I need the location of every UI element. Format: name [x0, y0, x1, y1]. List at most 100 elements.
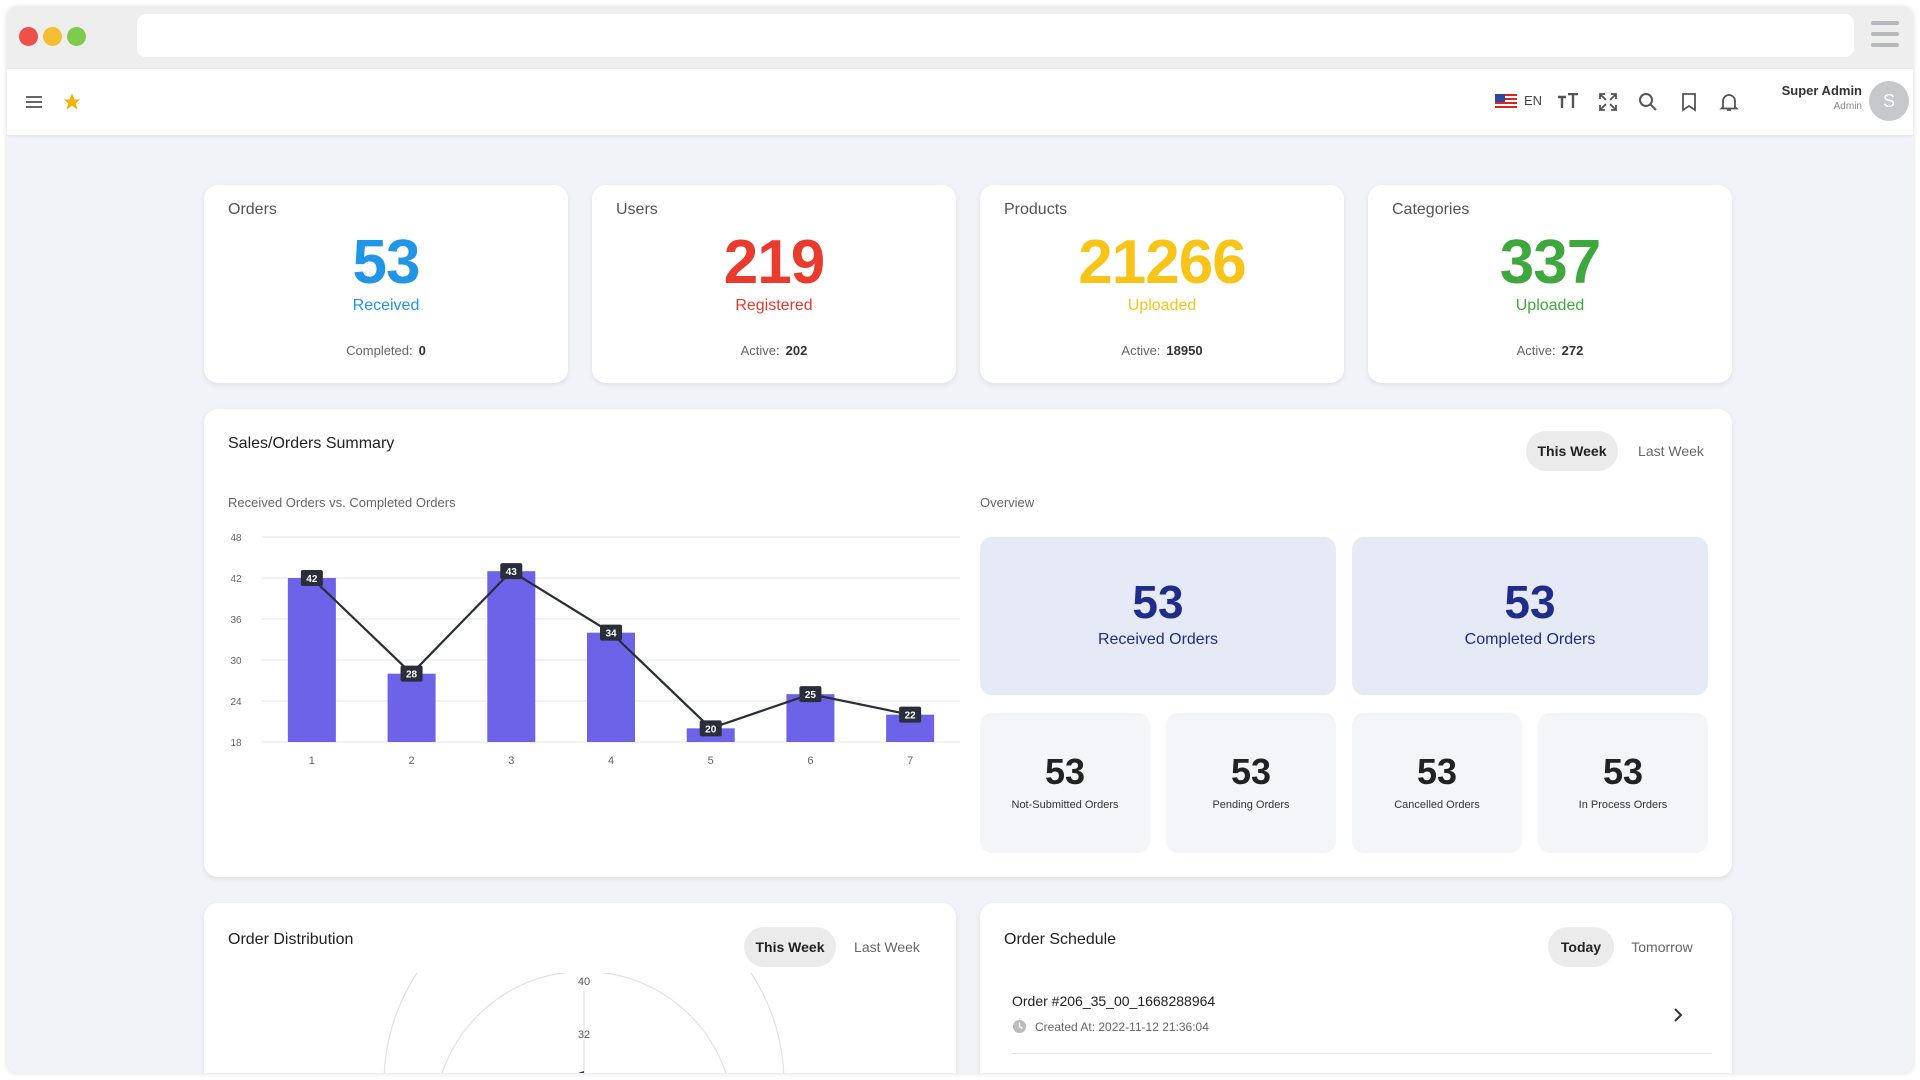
cancelled-orders-value: 53: [1416, 751, 1458, 792]
divider: [1012, 1053, 1712, 1054]
received-orders-value: 53: [1132, 576, 1184, 628]
sales-summary-title: Sales/Orders Summary: [228, 435, 395, 452]
data-label-box: [799, 686, 822, 703]
bar: [387, 673, 436, 742]
stat-footer: Active: 202: [592, 343, 956, 358]
fullscreen-icon[interactable]: [1595, 89, 1621, 115]
user-role: Admin: [1833, 101, 1862, 112]
pending-orders-tile[interactable]: 53 Pending Orders: [1166, 713, 1336, 853]
stat-value: 21266: [1078, 228, 1246, 297]
y-tick-label: 24: [230, 697, 242, 708]
distribution-tab-last-week[interactable]: Last Week: [854, 939, 920, 955]
schedule-item-created: Created At: 2022-11-12 21:36:04: [1035, 1019, 1209, 1034]
y-tick-label: 18: [230, 738, 242, 749]
data-label: 43: [506, 567, 518, 578]
order-schedule-card: Order Schedule Today Tomorrow Order #206…: [980, 903, 1732, 1073]
stat-subtitle: Uploaded: [1515, 297, 1585, 314]
x-tick-label: 7: [907, 755, 913, 767]
avatar[interactable]: S: [1869, 81, 1909, 121]
not-submitted-orders-tile[interactable]: 53 Not-Submitted Orders: [980, 713, 1150, 853]
schedule-item-title: Order #206_35_00_1668288964: [1012, 993, 1216, 1009]
stat-value: 219: [723, 228, 825, 297]
minimize-window-button[interactable]: [43, 27, 62, 46]
browser-titlebar: [7, 7, 1913, 69]
y-tick-label: 48: [230, 533, 242, 544]
y-tick-label: 30: [230, 656, 242, 667]
received-orders-label: Received Orders: [1097, 631, 1219, 648]
clock-icon: [1012, 1019, 1027, 1034]
stat-subtitle: Received: [352, 297, 420, 314]
completed-orders-value: 53: [1504, 576, 1556, 628]
chart-title: Received Orders vs. Completed Orders: [228, 495, 456, 510]
pending-orders-label: Pending Orders: [1212, 799, 1290, 811]
address-bar[interactable]: [137, 14, 1854, 57]
stat-footer-label: Completed:: [346, 343, 413, 358]
schedule-tab-tomorrow[interactable]: Tomorrow: [1631, 939, 1693, 955]
pending-orders-value: 53: [1230, 751, 1272, 792]
stat-footer-label: Active:: [1121, 343, 1161, 358]
bar: [487, 571, 536, 742]
data-label-box: [699, 720, 722, 737]
data-label: 42: [306, 574, 318, 585]
x-tick-label: 3: [508, 755, 514, 767]
cancelled-orders-tile[interactable]: 53 Cancelled Orders: [1352, 713, 1522, 853]
x-tick-label: 1: [309, 755, 315, 767]
language-code: EN: [1524, 93, 1543, 108]
star-icon[interactable]: [59, 89, 85, 115]
order-distribution-title: Order Distribution: [228, 931, 354, 948]
language-selector[interactable]: EN: [1495, 93, 1542, 108]
schedule-item[interactable]: Order #206_35_00_1668288964 Created At: …: [1012, 993, 1712, 1054]
menu-icon[interactable]: [21, 89, 47, 115]
data-label: 22: [905, 711, 917, 722]
search-icon[interactable]: [1635, 89, 1661, 115]
browser-menu-icon[interactable]: [1871, 21, 1899, 47]
maximize-window-button[interactable]: [67, 27, 86, 46]
data-label-box: [400, 665, 423, 682]
in-process-orders-tile[interactable]: 53 In Process Orders: [1538, 713, 1708, 853]
x-tick-label: 4: [608, 755, 614, 767]
stat-footer-value: 0: [418, 343, 426, 358]
stat-subtitle: Uploaded: [1127, 297, 1197, 314]
order-distribution-card: Order Distribution This Week Last Week 4…: [204, 903, 956, 1073]
data-label-box: [500, 563, 523, 580]
stat-footer-value: 272: [1561, 343, 1584, 358]
stat-footer-value: 18950: [1166, 343, 1203, 358]
order-schedule-title: Order Schedule: [1004, 931, 1117, 948]
stat-footer-label: Active:: [1516, 343, 1556, 358]
browser-window: EN Super Admin Admin S Orders 53 Receive…: [7, 7, 1913, 1073]
y-tick-label: 42: [230, 574, 242, 585]
text-size-icon[interactable]: [1555, 89, 1581, 115]
data-label: 34: [605, 629, 617, 640]
radar-tick-40: 40: [578, 976, 590, 988]
stat-title: Products: [1004, 201, 1068, 218]
chevron-right-icon[interactable]: [1672, 1007, 1684, 1023]
stat-footer-value: 202: [785, 343, 808, 358]
data-label-box: [899, 706, 922, 723]
stat-card-orders: Orders 53 Received Completed: 0: [204, 185, 568, 383]
stat-footer: Active: 272: [1368, 343, 1732, 358]
distribution-tab-this-week[interactable]: This Week: [744, 927, 836, 967]
data-label-box: [600, 624, 622, 641]
close-window-button[interactable]: [19, 27, 38, 46]
user-name: Super Admin: [1781, 83, 1862, 98]
stat-footer-label: Active:: [740, 343, 780, 358]
schedule-tab-today[interactable]: Today: [1548, 927, 1614, 967]
user-info[interactable]: Super Admin Admin: [1752, 83, 1862, 112]
stat-footer: Active: 18950: [980, 343, 1344, 358]
received-orders-tile[interactable]: 53 Received Orders: [980, 537, 1336, 695]
in-process-orders-value: 53: [1602, 751, 1644, 792]
bell-icon[interactable]: [1716, 89, 1742, 115]
stat-value: 337: [1499, 228, 1601, 297]
stat-value: 53: [352, 228, 421, 297]
cancelled-orders-label: Cancelled Orders: [1394, 799, 1480, 811]
data-label: 20: [705, 724, 717, 735]
stat-card-products: Products 21266 Uploaded Active: 18950: [980, 185, 1344, 383]
tab-last-week[interactable]: Last Week: [1638, 443, 1704, 459]
bookmark-icon[interactable]: [1676, 89, 1702, 115]
stat-footer: Completed: 0: [204, 343, 568, 358]
completed-orders-tile[interactable]: 53 Completed Orders: [1352, 537, 1708, 695]
tab-this-week[interactable]: This Week: [1526, 431, 1618, 471]
sales-summary-card: Sales/Orders Summary This Week Last Week…: [204, 409, 1732, 877]
overview-title: Overview: [980, 495, 1035, 510]
x-tick-label: 6: [807, 755, 813, 767]
